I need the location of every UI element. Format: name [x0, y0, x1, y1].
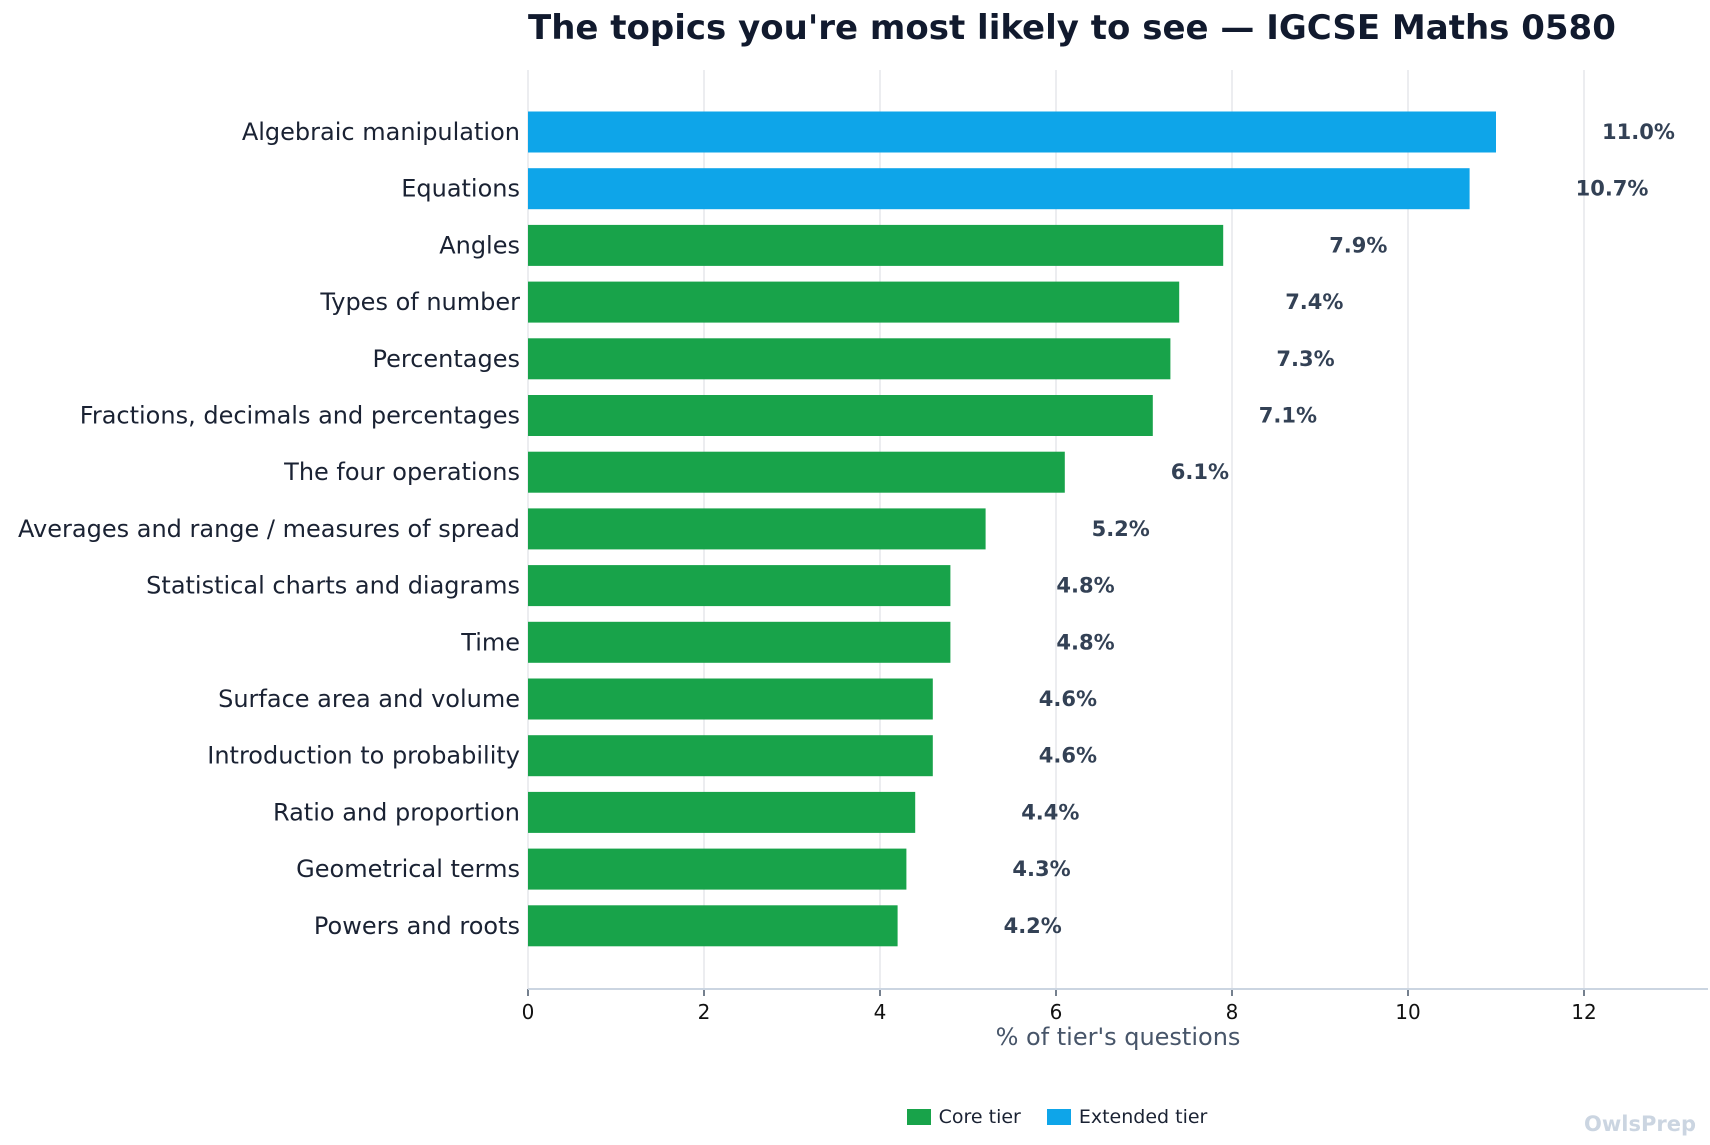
legend-swatch-1 [1046, 1109, 1071, 1125]
bar-14 [528, 905, 898, 947]
category-label-5: Fractions, decimals and percentages [80, 402, 520, 430]
bar-6 [528, 451, 1065, 493]
legend-item-0: Core tier [906, 1106, 1021, 1128]
value-label-7: 5.2% [1092, 517, 1150, 541]
legend-item-1: Extended tier [1046, 1106, 1208, 1128]
bar-7 [528, 508, 986, 550]
category-label-11: Introduction to probability [207, 742, 520, 770]
category-label-1: Equations [401, 175, 520, 203]
x-tick-label-2: 4 [874, 1000, 887, 1024]
chart-title: The topics you're most likely to see — I… [528, 8, 1616, 48]
x-tick-label-3: 6 [1050, 1000, 1063, 1024]
value-label-0: 11.0% [1602, 120, 1675, 144]
legend-swatch-0 [906, 1109, 931, 1125]
bar-2 [528, 224, 1224, 266]
bar-3 [528, 281, 1180, 323]
category-label-7: Averages and range / measures of spread [18, 515, 520, 543]
legend-label-0: Core tier [938, 1106, 1021, 1128]
value-label-10: 4.6% [1039, 687, 1097, 711]
bars [528, 111, 1496, 947]
value-label-13: 4.3% [1012, 857, 1070, 881]
watermark: OwlsPrep [1584, 1112, 1696, 1136]
x-tick-label-0: 0 [522, 1000, 535, 1024]
category-label-9: Time [460, 628, 520, 656]
x-axis-ticks: 0 2 4 6 8 10 12 [522, 989, 1597, 1024]
x-axis-title: % of tier's questions [996, 1023, 1241, 1051]
value-label-1: 10.7% [1576, 177, 1649, 201]
value-label-5: 7.1% [1259, 404, 1317, 428]
bar-5 [528, 395, 1153, 436]
category-label-3: Types of number [319, 288, 520, 316]
bar-1 [528, 168, 1470, 210]
bar-9 [528, 621, 951, 663]
category-label-13: Geometrical terms [296, 855, 520, 883]
category-label-8: Statistical charts and diagrams [146, 572, 520, 600]
bar-11 [528, 735, 933, 777]
value-label-8: 4.8% [1056, 574, 1114, 598]
value-label-14: 4.2% [1004, 914, 1062, 938]
x-tick-label-5: 10 [1395, 1000, 1420, 1024]
value-label-3: 7.4% [1285, 290, 1343, 314]
category-label-6: The four operations [283, 458, 520, 486]
value-label-9: 4.8% [1056, 630, 1114, 654]
category-labels: Algebraic manipulation Equations Angles Typ… [18, 118, 520, 940]
bar-8 [528, 565, 951, 607]
x-tick-label-1: 2 [698, 1000, 711, 1024]
category-label-10: Surface area and volume [218, 685, 520, 713]
x-tick-label-4: 8 [1226, 1000, 1239, 1024]
category-label-4: Percentages [372, 345, 520, 373]
bar-0 [528, 111, 1496, 153]
value-label-4: 7.3% [1276, 347, 1334, 371]
category-label-12: Ratio and proportion [273, 798, 520, 826]
bar-12 [528, 791, 916, 833]
bar-4 [528, 338, 1171, 380]
x-tick-label-6: 12 [1571, 1000, 1596, 1024]
bar-13 [528, 848, 907, 890]
value-label-11: 4.6% [1039, 744, 1097, 768]
legend-label-1: Extended tier [1078, 1106, 1208, 1128]
category-label-0: Algebraic manipulation [242, 118, 520, 146]
value-label-2: 7.9% [1329, 233, 1387, 257]
value-label-6: 6.1% [1171, 460, 1229, 484]
category-label-2: Angles [439, 231, 520, 259]
bar-10 [528, 678, 933, 720]
category-label-14: Powers and roots [314, 912, 520, 940]
value-label-12: 4.4% [1021, 800, 1079, 824]
value-labels: 11.0% 10.7% 7.9% 7.4% 7.3% 7.1% 6.1% 5.2% 4.8% 4.… [1004, 120, 1675, 938]
legend: Core tier Extended tier [0, 1106, 1710, 1128]
